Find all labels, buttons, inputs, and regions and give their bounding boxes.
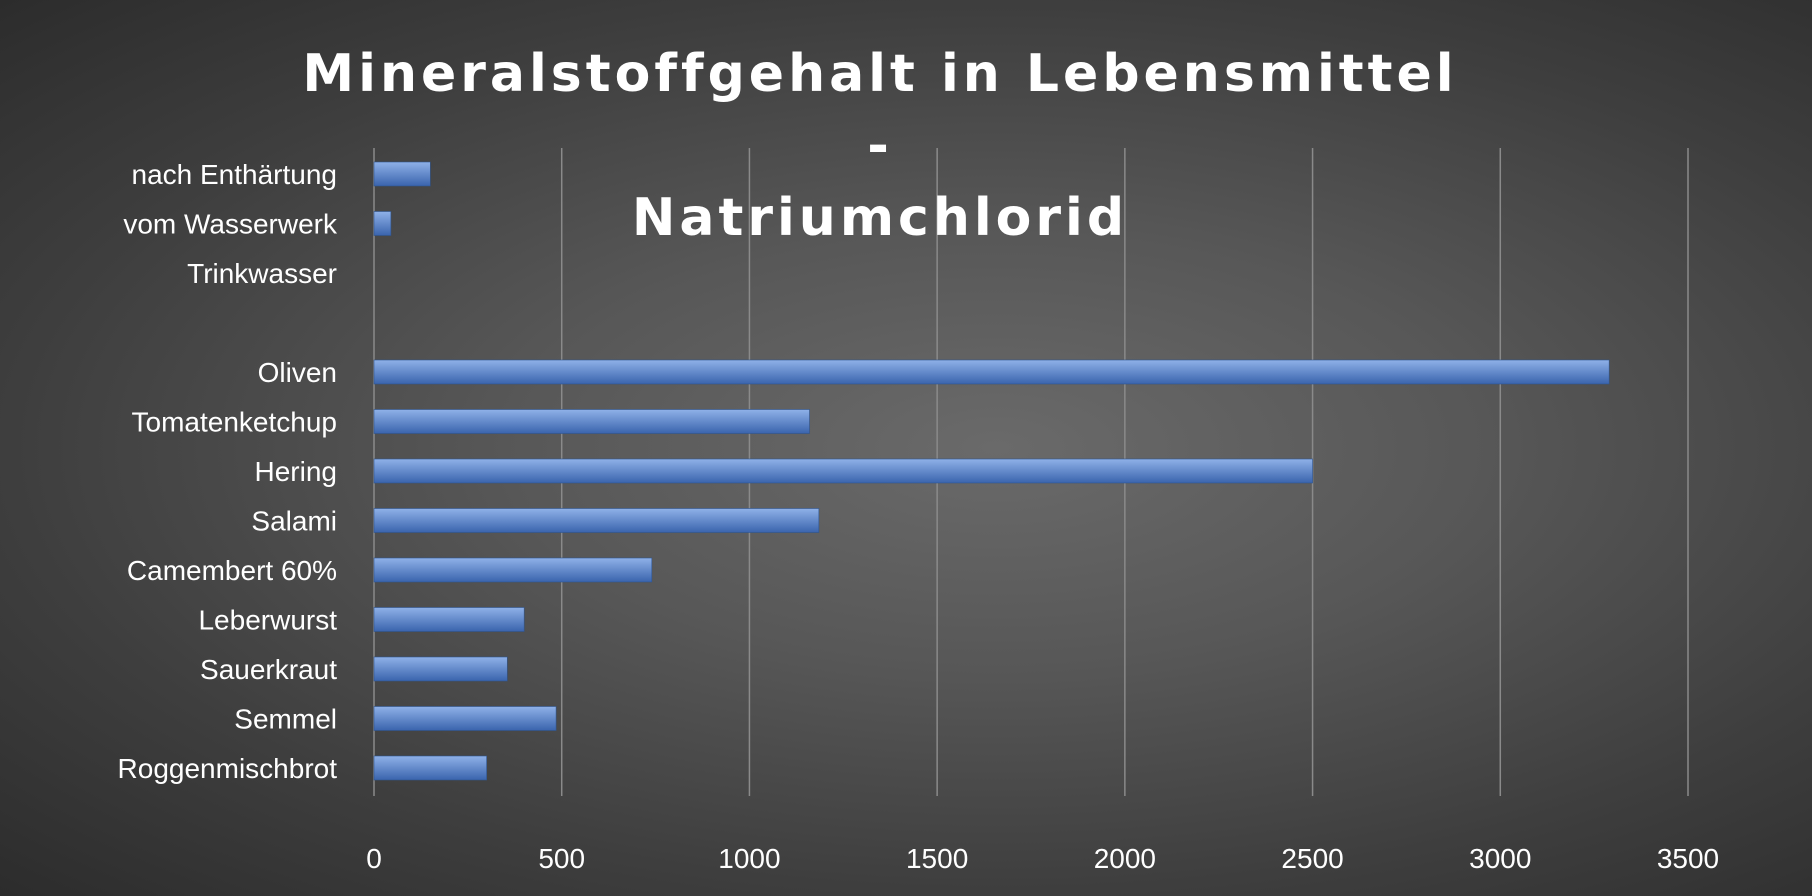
category-label: Leberwurst [198, 605, 337, 636]
bar-layer [373, 161, 1610, 781]
x-tick-label-500: 500 [538, 843, 585, 874]
category-label: Tomatenketchup [132, 407, 337, 438]
bar-Roggenmischbrot [373, 755, 487, 781]
category-label: Trinkwasser [187, 258, 337, 289]
x-tick-label-0: 0 [366, 843, 382, 874]
x-tick-label-1000: 1000 [718, 843, 780, 874]
category-label: nach Enthärtung [132, 159, 338, 190]
category-label: Oliven [258, 357, 337, 388]
category-label: vom Wasserwerk [123, 209, 338, 240]
category-label: Hering [255, 456, 337, 487]
label-layer: 0 500 1000 1500 2000 2500 3000 3500 nach Enthärt… [118, 159, 1720, 874]
x-tick-label-1500: 1500 [906, 843, 968, 874]
bar-nach Enthärtung [373, 161, 431, 187]
x-tick-label-3000: 3000 [1469, 843, 1531, 874]
bar-Salami [373, 508, 820, 533]
category-label: Semmel [234, 704, 337, 735]
category-label: Camembert 60% [127, 555, 337, 586]
bar-Tomatenketchup [373, 409, 810, 434]
bar-Oliven [373, 359, 1610, 385]
bar-Hering [373, 458, 1313, 484]
bar-Sauerkraut [373, 656, 508, 682]
bar-Semmel [373, 706, 557, 731]
category-label: Roggenmischbrot [118, 753, 338, 784]
chart-title: Mineralstoffgehalt in Lebensmittel - Nat… [302, 44, 1458, 248]
x-tick-label-2500: 2500 [1281, 843, 1343, 874]
bar-Camembert 60% [373, 557, 653, 583]
category-label: Salami [251, 506, 337, 537]
bar-Leberwurst [373, 607, 525, 632]
bar-vom Wasserwerk [373, 211, 392, 236]
x-tick-label-2000: 2000 [1094, 843, 1156, 874]
x-tick-label-3500: 3500 [1657, 843, 1719, 874]
category-label: Sauerkraut [200, 654, 337, 685]
